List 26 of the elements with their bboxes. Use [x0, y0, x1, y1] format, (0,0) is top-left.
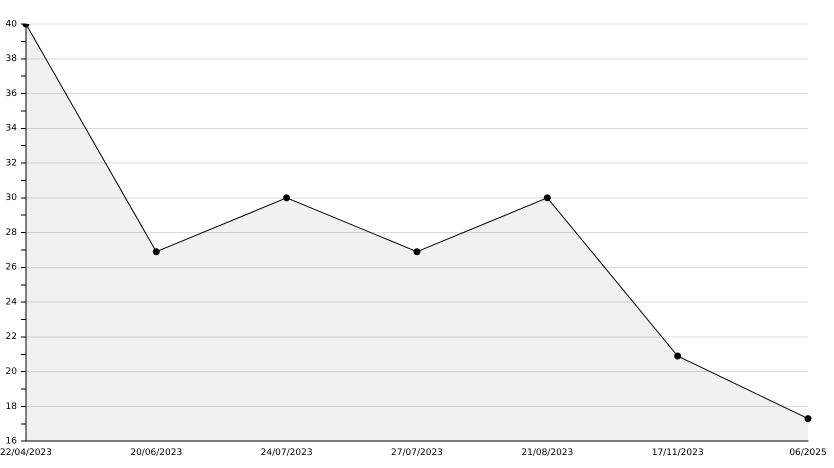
point: [674, 352, 682, 360]
point: [804, 415, 812, 422]
y-tick-label: 38: [5, 54, 18, 64]
y-tick-label: 28: [5, 228, 18, 238]
x-tick-label: 06/2025: [789, 448, 827, 458]
y-tick-label: 22: [5, 332, 17, 342]
x-tick-label: 17/11/2023: [652, 448, 704, 458]
y-tick-label: 30: [5, 193, 18, 204]
point: [413, 248, 420, 256]
x-tick-label: 20/06/2023: [130, 448, 182, 458]
point: [283, 194, 290, 202]
y-tick-label: 36: [5, 88, 18, 99]
point: [544, 194, 551, 202]
y-tick-label: 26: [5, 262, 18, 273]
y-tick-label: 16: [5, 436, 18, 447]
x-tick-label: 24/07/2023: [260, 448, 313, 458]
x-tick-label: 27/07/2023: [391, 448, 443, 458]
point: [152, 248, 160, 256]
y-tick-label: 18: [5, 402, 18, 412]
y-tick-label: 24: [5, 297, 18, 308]
y-tick-label: 20: [5, 367, 18, 378]
y-tick-label: 34: [5, 124, 18, 134]
y-tick-label: 40: [5, 19, 18, 30]
x-tick-label: 21/08/2023: [521, 448, 574, 458]
y-tick-label: 32: [5, 158, 17, 168]
x-tick-label: 22/04/2023: [0, 448, 52, 458]
